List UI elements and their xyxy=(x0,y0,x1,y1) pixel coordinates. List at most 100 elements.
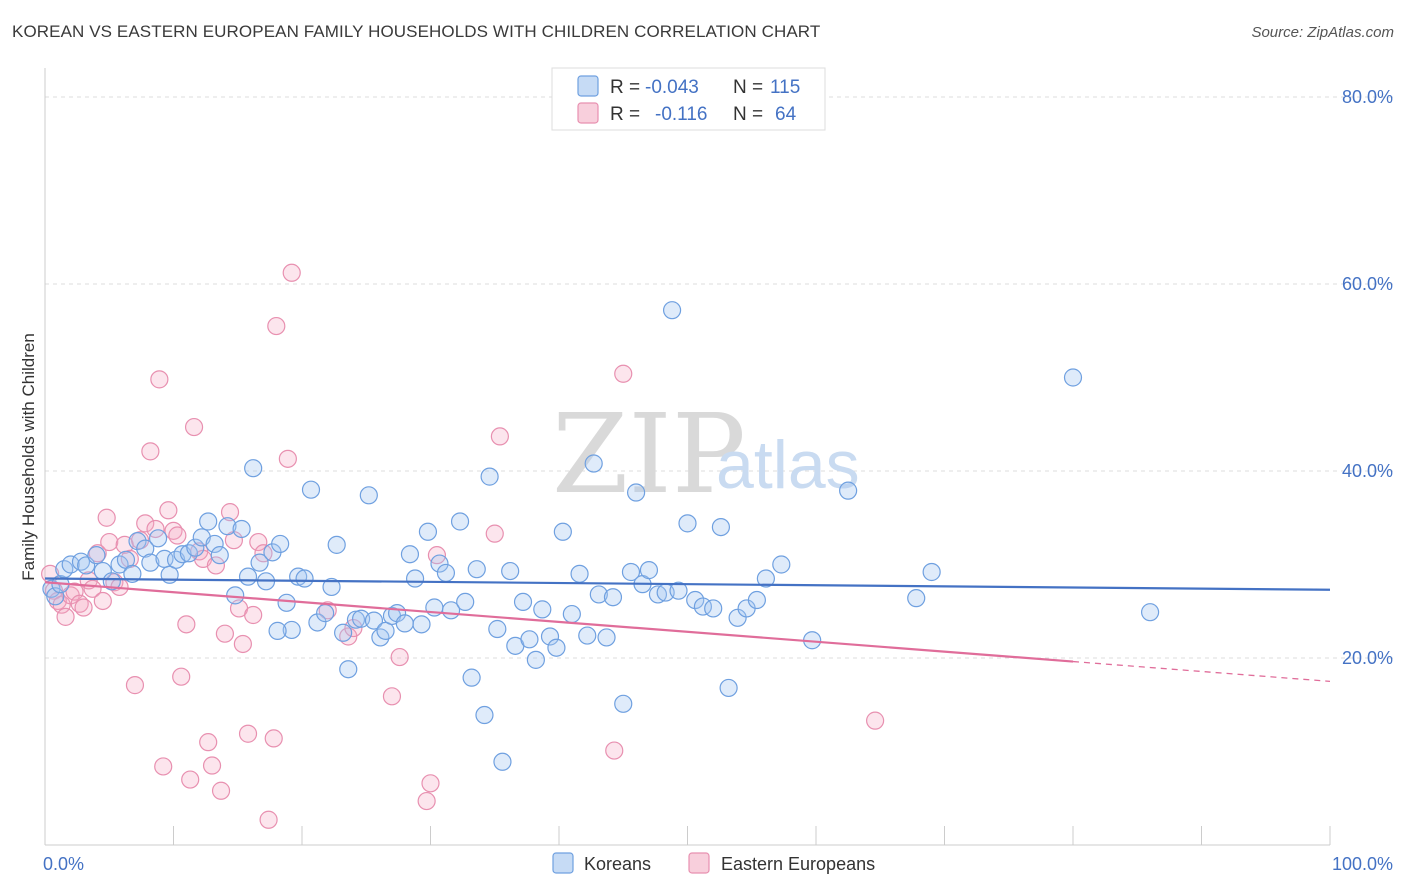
data-point xyxy=(756,569,775,588)
data-point xyxy=(520,630,539,649)
data-point xyxy=(220,503,240,522)
data-point xyxy=(376,621,395,640)
data-point xyxy=(747,590,766,610)
data-point xyxy=(136,514,155,533)
data-point xyxy=(603,588,623,607)
y-tick-label: 40.0% xyxy=(1342,461,1393,481)
data-point xyxy=(218,517,237,536)
data-point xyxy=(264,729,283,748)
data-point xyxy=(301,480,321,499)
legend-label-koreans: Koreans xyxy=(584,854,651,874)
legend-r-value: -0.043 xyxy=(645,77,699,98)
data-point xyxy=(154,757,173,776)
data-point xyxy=(589,585,608,604)
data-point xyxy=(259,810,278,829)
legend-n-label: N = xyxy=(733,77,763,98)
data-point xyxy=(97,508,116,527)
data-point xyxy=(277,593,296,612)
axes xyxy=(44,68,1331,846)
data-point xyxy=(199,512,218,531)
gridlines xyxy=(45,96,1393,659)
data-point xyxy=(597,628,616,647)
data-point xyxy=(639,561,659,580)
legend-r-label: R = xyxy=(610,104,640,125)
data-point xyxy=(907,589,926,608)
data-point xyxy=(249,532,268,552)
data-point xyxy=(206,556,226,575)
data-point xyxy=(316,604,335,623)
data-point xyxy=(475,705,494,725)
legend-label-eastern-europeans: Eastern Europeans xyxy=(721,854,875,874)
data-point xyxy=(181,770,200,789)
data-point xyxy=(61,555,80,574)
data-point xyxy=(232,519,251,539)
data-point xyxy=(150,370,169,389)
data-point xyxy=(215,624,234,643)
watermark-zip: ZIP xyxy=(552,390,746,518)
data-point xyxy=(501,561,520,581)
data-point xyxy=(268,621,287,640)
data-point xyxy=(102,572,121,591)
data-point xyxy=(339,660,358,679)
data-point xyxy=(159,501,178,520)
data-point xyxy=(308,613,327,632)
data-point xyxy=(244,605,263,625)
data-point xyxy=(390,647,409,667)
data-point xyxy=(199,733,218,752)
data-point xyxy=(202,756,222,775)
series-koreans xyxy=(42,301,1160,771)
data-point xyxy=(547,638,566,657)
data-point xyxy=(282,263,301,282)
data-point xyxy=(205,534,224,554)
data-point xyxy=(678,514,697,533)
data-point xyxy=(450,512,470,531)
data-point xyxy=(100,532,119,552)
data-point xyxy=(322,577,341,597)
data-point xyxy=(662,301,682,320)
data-point xyxy=(570,564,589,583)
data-point xyxy=(125,676,145,695)
data-point xyxy=(626,483,646,502)
data-point xyxy=(430,554,449,573)
legend-n-value: 64 xyxy=(775,104,797,125)
data-point xyxy=(177,615,196,634)
data-point xyxy=(578,626,597,645)
data-point xyxy=(704,599,723,618)
data-point xyxy=(922,562,941,582)
data-point xyxy=(295,569,314,588)
legend-top: R = -0.043 N = 115 R = -0.116 N = 64 xyxy=(551,67,826,131)
y-axis-title: Family Households with Children xyxy=(19,333,38,581)
data-point xyxy=(400,545,420,564)
data-point xyxy=(327,535,346,554)
trend-line xyxy=(44,577,1331,591)
data-point xyxy=(168,526,187,545)
data-point xyxy=(211,781,231,800)
data-point xyxy=(267,316,286,336)
data-point xyxy=(480,467,499,486)
trend-line xyxy=(44,581,1074,663)
data-point xyxy=(395,614,414,633)
data-point xyxy=(282,620,301,640)
watermark-atlas: atlas xyxy=(716,427,860,503)
legend-n-value: 115 xyxy=(770,77,800,98)
data-point xyxy=(488,619,507,639)
trend-layer xyxy=(44,577,1331,683)
data-point xyxy=(513,592,533,612)
y-tick-label: 20.0% xyxy=(1342,648,1393,668)
data-point xyxy=(128,532,147,551)
data-point xyxy=(866,711,885,730)
data-point xyxy=(184,417,204,437)
data-point xyxy=(123,564,142,583)
data-point xyxy=(74,598,93,617)
legend-r-label: R = xyxy=(610,77,640,98)
data-point xyxy=(226,586,245,605)
data-point xyxy=(456,592,475,612)
data-point xyxy=(271,534,290,554)
data-point xyxy=(621,562,641,582)
data-point xyxy=(436,563,456,583)
y-tick-label: 60.0% xyxy=(1342,274,1393,294)
data-point xyxy=(87,546,106,565)
data-point xyxy=(1140,603,1160,622)
data-point xyxy=(526,650,545,669)
data-point xyxy=(719,678,738,698)
